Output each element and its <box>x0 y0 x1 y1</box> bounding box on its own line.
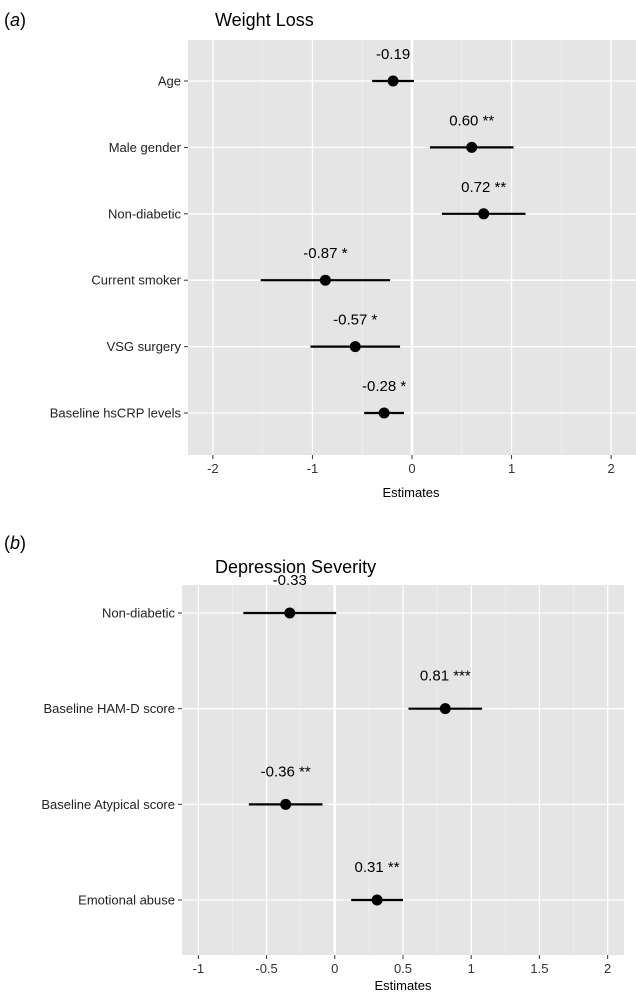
panel-a-estimate-label: -0.19 <box>376 46 410 63</box>
panel-a-estimate-point <box>466 141 478 153</box>
panel-a-x-tick-label: 1 <box>508 461 515 476</box>
panel-a-plot-area: -2 -1 0 1 2 Age -0.19 Male gender 0.60 ** Non-dia… <box>50 40 636 476</box>
panel-a-estimate-point <box>387 75 399 87</box>
panel-a-row-label: VSG surgery <box>107 339 182 354</box>
panel-b-x-tick-label: 0 <box>331 961 338 976</box>
panel-a-row-label: Non-diabetic <box>108 206 181 221</box>
panel-b: (b) Depression Severity -1 -0.5 0 0.5 1 1.5 2 N… <box>4 533 624 993</box>
panel-b-x-tick-label: 2 <box>604 961 611 976</box>
panel-a-estimate-label: -0.57 * <box>333 312 377 329</box>
panel-a-row-label: Age <box>158 74 181 89</box>
panel-a-row-label: Current smoker <box>91 273 181 288</box>
panel-b-row-label: Baseline Atypical score <box>41 797 175 812</box>
panel-a-x-tick-label: -2 <box>207 461 219 476</box>
panel-b-x-tick-label: 1 <box>468 961 475 976</box>
panel-a-estimate-point <box>478 208 490 220</box>
panel-a-tag: (a) <box>4 10 26 30</box>
panel-a-tag-letter: a <box>10 10 20 30</box>
panel-b-x-tick-label: 0.5 <box>394 961 412 976</box>
panel-a-x-tick-label: 2 <box>607 461 614 476</box>
panel-b-row-label: Baseline HAM-D score <box>44 701 176 716</box>
panel-a-estimate-label: 0.72 ** <box>461 179 506 196</box>
panel-b-estimate-point <box>439 703 451 715</box>
panel-a-title: Weight Loss <box>215 10 314 30</box>
panel-b-title: Depression Severity <box>215 557 376 577</box>
panel-a-estimate-point <box>349 341 361 353</box>
panel-b-estimate-label: 0.31 ** <box>355 859 400 876</box>
panel-b-x-tick-label: -1 <box>193 961 205 976</box>
panel-a-estimate-label: 0.60 ** <box>449 112 494 129</box>
panel-b-plot-area: -1 -0.5 0 0.5 1 1.5 2 Non-diabetic -0.33 Baseline… <box>41 572 624 976</box>
panel-b-estimate-point <box>371 894 383 906</box>
panel-b-tag: (b) <box>4 533 26 553</box>
panel-a-row-label: Baseline hsCRP levels <box>50 406 182 421</box>
panel-b-estimate-label: -0.36 ** <box>261 763 311 780</box>
panel-b-x-tick-label: 1.5 <box>530 961 548 976</box>
panel-b-estimate-point <box>284 607 296 619</box>
panel-b-estimate-label: 0.81 *** <box>420 668 471 685</box>
panel-b-x-tick-label: -0.5 <box>255 961 277 976</box>
panel-b-estimate-label: -0.33 <box>273 572 307 589</box>
panel-b-row-label: Emotional abuse <box>78 893 175 908</box>
panel-a-estimate-point <box>378 407 390 419</box>
panel-a-estimate-point <box>319 274 331 286</box>
panel-a-row-label: Male gender <box>109 140 182 155</box>
panel-a-estimate-label: -0.28 * <box>362 378 406 395</box>
panel-a-x-tick-label: -1 <box>307 461 319 476</box>
panel-b-x-axis-title: Estimates <box>374 978 432 993</box>
panel-a-estimate-label: -0.87 * <box>303 245 347 262</box>
panel-a-x-axis-title: Estimates <box>382 485 440 500</box>
panel-a-x-tick-label: 0 <box>408 461 415 476</box>
panel-b-estimate-point <box>280 798 292 810</box>
panel-b-tag-letter: b <box>10 533 20 553</box>
panel-a: (a) Weight Loss -2 -1 0 1 2 Age -0.19 Male gend… <box>4 10 636 500</box>
panel-b-row-label: Non-diabetic <box>102 606 175 621</box>
